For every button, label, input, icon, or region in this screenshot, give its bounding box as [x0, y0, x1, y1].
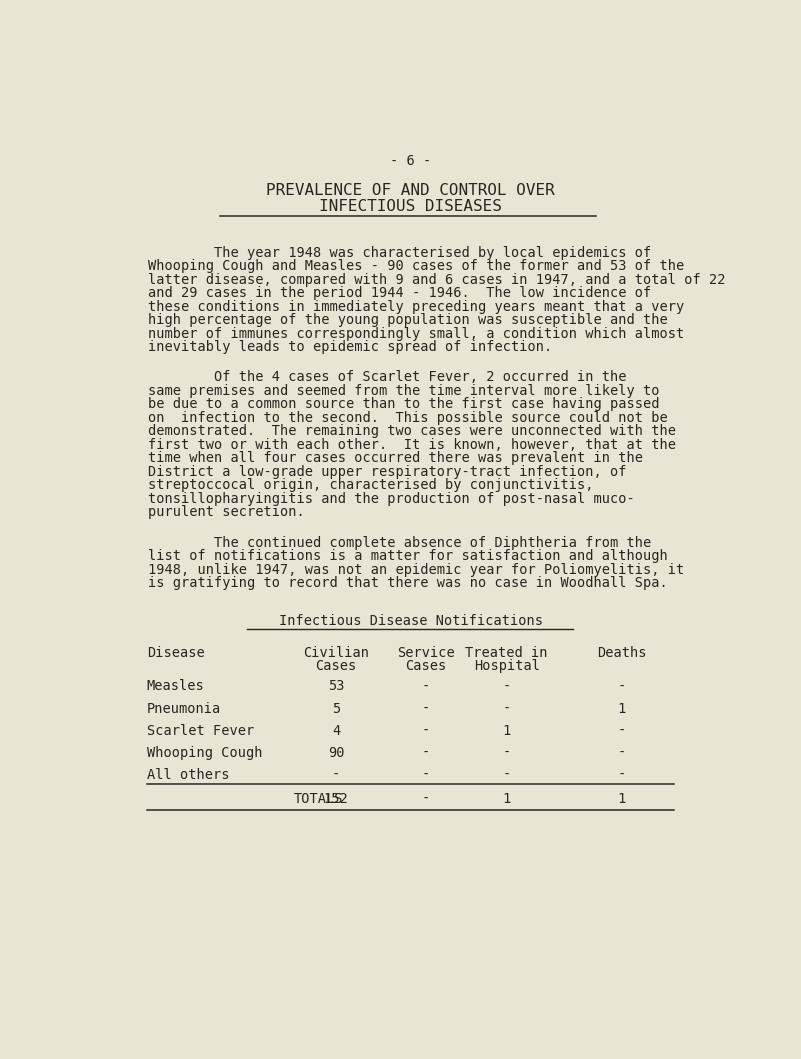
Text: Cases: Cases	[405, 659, 447, 674]
Text: -: -	[618, 724, 626, 738]
Text: Measles: Measles	[147, 680, 204, 694]
Text: demonstrated.  The remaining two cases were unconnected with the: demonstrated. The remaining two cases we…	[148, 425, 676, 438]
Text: -: -	[332, 768, 340, 783]
Text: -: -	[618, 746, 626, 760]
Text: 1: 1	[618, 792, 626, 806]
Text: -: -	[422, 724, 430, 738]
Text: list of notifications is a matter for satisfaction and although: list of notifications is a matter for sa…	[148, 549, 668, 563]
Text: District a low-grade upper respiratory-tract infection, of: District a low-grade upper respiratory-t…	[148, 465, 626, 479]
Text: and 29 cases in the period 1944 - 1946.  The low incidence of: and 29 cases in the period 1944 - 1946. …	[148, 286, 651, 300]
Text: 152: 152	[324, 792, 348, 806]
Text: number of immunes correspondingly small, a condition which almost: number of immunes correspondingly small,…	[148, 326, 684, 341]
Text: -: -	[422, 746, 430, 760]
Text: is gratifying to record that there was no case in Woodhall Spa.: is gratifying to record that there was n…	[148, 576, 668, 590]
Text: Treated in: Treated in	[465, 646, 548, 660]
Text: Of the 4 cases of Scarlet Fever, 2 occurred in the: Of the 4 cases of Scarlet Fever, 2 occur…	[148, 371, 626, 384]
Text: be due to a common source than to the first case having passed: be due to a common source than to the fi…	[148, 397, 660, 411]
Text: Service: Service	[397, 646, 455, 660]
Text: Scarlet Fever: Scarlet Fever	[147, 724, 254, 738]
Text: -: -	[422, 792, 430, 806]
Text: Cases: Cases	[316, 659, 356, 674]
Text: these conditions in immediately preceding years meant that a very: these conditions in immediately precedin…	[148, 300, 684, 313]
Text: The year 1948 was characterised by local epidemics of: The year 1948 was characterised by local…	[148, 246, 651, 259]
Text: latter disease, compared with 9 and 6 cases in 1947, and a total of 22: latter disease, compared with 9 and 6 ca…	[148, 272, 726, 287]
Text: PREVALENCE OF AND CONTROL OVER: PREVALENCE OF AND CONTROL OVER	[266, 182, 555, 198]
Text: Pneumonia: Pneumonia	[147, 702, 221, 716]
Text: Civilian: Civilian	[303, 646, 369, 660]
Text: -: -	[502, 746, 511, 760]
Text: Whooping Cough: Whooping Cough	[147, 746, 262, 760]
Text: -: -	[422, 680, 430, 694]
Text: 4: 4	[332, 724, 340, 738]
Text: Disease: Disease	[147, 646, 204, 660]
Text: -: -	[422, 702, 430, 716]
Text: - 6 -: - 6 -	[390, 154, 431, 168]
Text: Hospital: Hospital	[473, 659, 540, 674]
Text: 1: 1	[502, 724, 511, 738]
Text: -: -	[502, 680, 511, 694]
Text: same premises and seemed from the time interval more likely to: same premises and seemed from the time i…	[148, 383, 660, 398]
Text: -: -	[618, 680, 626, 694]
Text: Infectious Disease Notifications: Infectious Disease Notifications	[279, 614, 542, 628]
Text: TOTALS: TOTALS	[293, 792, 343, 806]
Text: on  infection to the second.  This possible source could not be: on infection to the second. This possibl…	[148, 411, 668, 425]
Text: first two or with each other.  It is known, however, that at the: first two or with each other. It is know…	[148, 437, 676, 452]
Text: All others: All others	[147, 768, 229, 783]
Text: 1: 1	[618, 702, 626, 716]
Text: 5: 5	[332, 702, 340, 716]
Text: purulent secretion.: purulent secretion.	[148, 505, 305, 519]
Text: time when all four cases occurred there was prevalent in the: time when all four cases occurred there …	[148, 451, 643, 465]
Text: tonsillopharyingitis and the production of post-nasal muco-: tonsillopharyingitis and the production …	[148, 491, 635, 506]
Text: 53: 53	[328, 680, 344, 694]
Text: Whooping Cough and Measles - 90 cases of the former and 53 of the: Whooping Cough and Measles - 90 cases of…	[148, 259, 684, 273]
Text: 1: 1	[502, 792, 511, 806]
Text: 90: 90	[328, 746, 344, 760]
Text: The continued complete absence of Diphtheria from the: The continued complete absence of Diphth…	[148, 536, 651, 550]
Text: streptoccocal origin, characterised by conjunctivitis,: streptoccocal origin, characterised by c…	[148, 479, 594, 492]
Text: 1948, unlike 1947, was not an epidemic year for Poliomyelitis, it: 1948, unlike 1947, was not an epidemic y…	[148, 562, 684, 576]
Text: high percentage of the young population was susceptible and the: high percentage of the young population …	[148, 313, 668, 327]
Text: INFECTIOUS DISEASES: INFECTIOUS DISEASES	[319, 199, 502, 215]
Text: -: -	[618, 768, 626, 783]
Text: -: -	[502, 702, 511, 716]
Text: -: -	[502, 768, 511, 783]
Text: inevitably leads to epidemic spread of infection.: inevitably leads to epidemic spread of i…	[148, 340, 553, 354]
Text: -: -	[422, 768, 430, 783]
Text: Deaths: Deaths	[597, 646, 646, 660]
